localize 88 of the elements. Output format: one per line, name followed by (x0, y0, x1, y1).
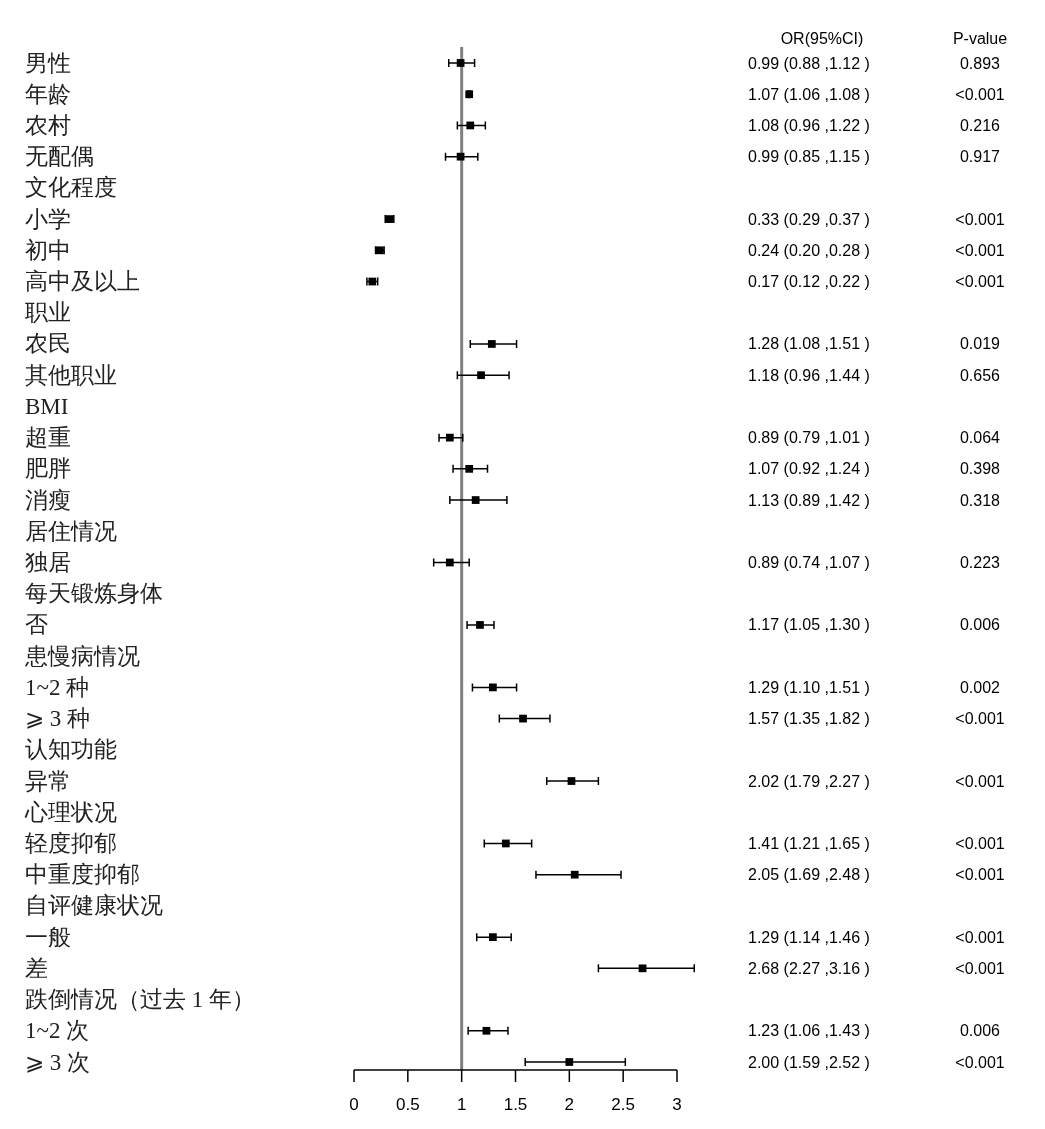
y-tick-label: 农村 (25, 112, 71, 138)
data-label: 1.18 (0.96 ,1.44 ) (748, 366, 870, 384)
text: 0.019 (959, 335, 1001, 353)
text: 0.318 (959, 491, 1001, 509)
y-tick-label: 小学 (25, 206, 71, 232)
y-tick-label: 1~2 次 (25, 1018, 90, 1044)
y-tick-label: 无配偶 (25, 144, 94, 170)
data-label: 0.99 (0.88 ,1.12 ) (748, 54, 870, 72)
y-tick-label: 独居 (25, 550, 71, 575)
data-label: 0.17 (0.12 ,0.22 ) (748, 273, 870, 291)
y-tick-label: BMI (25, 393, 69, 419)
data-label: 1.07 (1.06 ,1.08 ) (748, 85, 870, 103)
data-label: 1.07 (0.92 ,1.24 ) (748, 460, 870, 478)
text: <0.001 (955, 928, 1005, 946)
data-label: 0.99 (0.85 ,1.15 ) (748, 148, 870, 166)
text: <0.001 (955, 959, 1005, 977)
y-tick-label: 认知功能 (25, 737, 117, 763)
data-label: 1.29 (1.14 ,1.46 ) (748, 928, 870, 946)
data-label: 0.24 (0.20 ,0.28 ) (748, 241, 870, 259)
y-tick-label: ⩾ 3 种 (25, 706, 90, 732)
y-tick-label: 跌倒情况（过去 1 年） (25, 987, 255, 1013)
data-label: 1.17 (1.05 ,1.30 ) (748, 616, 870, 634)
y-tick-label: 心理状况 (24, 799, 117, 825)
y-tick-label: ⩾ 3 次 (25, 1049, 90, 1075)
y-tick-label: 消瘦 (25, 487, 71, 513)
x-tick-label: 2.5 (611, 1095, 635, 1114)
text: 0.064 (959, 429, 1001, 447)
text: <0.001 (955, 85, 1005, 103)
text: <0.001 (955, 866, 1005, 884)
text: <0.001 (955, 241, 1005, 259)
text: 0.656 (959, 366, 1001, 384)
y-tick-label: 年龄 (25, 81, 71, 107)
y-tick-label: 否 (25, 612, 48, 638)
y-tick-label: 差 (25, 955, 48, 981)
text: <0.001 (955, 1053, 1005, 1071)
y-tick-label: 居住情况 (25, 518, 117, 544)
data-label: 0.33 (0.29 ,0.37 ) (748, 210, 870, 228)
text: <0.001 (955, 772, 1005, 790)
text: 0.006 (959, 1022, 1001, 1040)
text: <0.001 (955, 210, 1005, 228)
y-tick-label: 异常 (25, 768, 71, 794)
y-tick-label: 患慢病情况 (24, 643, 140, 669)
x-tick-label: 3 (672, 1095, 682, 1114)
data-label: 2.02 (1.79 ,2.27 ) (748, 772, 870, 790)
data-label: 0.89 (0.74 ,1.07 ) (748, 554, 870, 571)
y-tick-label: 男性 (25, 50, 71, 76)
y-tick-label: 中重度抑郁 (25, 862, 140, 888)
data-label: 1.23 (1.06 ,1.43 ) (748, 1022, 870, 1040)
text: <0.001 (955, 273, 1005, 291)
y-tick-label: 肥胖 (25, 456, 71, 482)
data-label: 2.00 (1.59 ,2.52 ) (748, 1053, 870, 1071)
text: 0.006 (959, 616, 1001, 634)
y-tick-label: 1~2 种 (25, 674, 90, 700)
x-tick-label: 0.5 (396, 1095, 420, 1114)
y-tick-label: 每天锻炼身体 (25, 581, 163, 607)
data-label: 1.08 (0.96 ,1.22 ) (748, 116, 870, 134)
text: OR(95%CI) (780, 29, 864, 47)
text: P-value (952, 29, 1008, 47)
y-tick-label: 高中及以上 (25, 269, 140, 295)
data-label: 0.89 (0.79 ,1.01 ) (748, 429, 870, 447)
x-tick-label: 1.5 (503, 1095, 528, 1114)
data-label: 1.29 (1.10 ,1.51 ) (748, 678, 870, 696)
y-tick-label: 一般 (25, 924, 71, 950)
text: 0.398 (959, 460, 1001, 478)
data-label: 1.57 (1.35 ,1.82 ) (748, 710, 870, 728)
y-tick-label: 自评健康状况 (25, 893, 163, 919)
y-tick-label: 初中 (25, 237, 71, 263)
data-label: 2.05 (1.69 ,2.48 ) (748, 866, 870, 884)
y-tick-label: 农民 (25, 331, 71, 357)
y-tick-label: 超重 (25, 425, 71, 451)
text: 0.002 (959, 678, 1001, 696)
data-label: 2.68 (2.27 ,3.16 ) (748, 959, 870, 977)
y-tick-label: 文化程度 (25, 175, 117, 201)
x-tick-label: 0 (349, 1095, 359, 1114)
x-tick-label: 1 (456, 1095, 467, 1114)
text: 0.216 (959, 116, 1001, 134)
text: 0.223 (959, 554, 1001, 571)
data-label: 1.41 (1.21 ,1.65 ) (748, 834, 870, 852)
y-tick-label: 其他职业 (25, 362, 117, 388)
text: 0.893 (959, 54, 1001, 72)
x-tick-label: 2 (564, 1095, 575, 1114)
data-label: 1.28 (1.08 ,1.51 ) (748, 335, 870, 353)
text: 0.917 (959, 148, 1001, 166)
y-tick-label: 轻度抑郁 (25, 830, 117, 856)
text: <0.001 (955, 710, 1005, 728)
y-tick-label: 职业 (25, 300, 71, 326)
text: <0.001 (955, 834, 1005, 852)
data-label: 1.13 (0.89 ,1.42 ) (748, 491, 870, 509)
